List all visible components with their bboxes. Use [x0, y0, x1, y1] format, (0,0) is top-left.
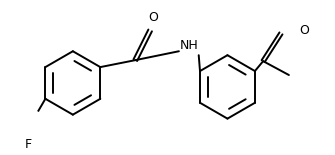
Text: F: F	[25, 138, 32, 151]
Text: O: O	[299, 24, 309, 37]
Text: O: O	[149, 11, 158, 24]
Text: NH: NH	[180, 39, 199, 52]
